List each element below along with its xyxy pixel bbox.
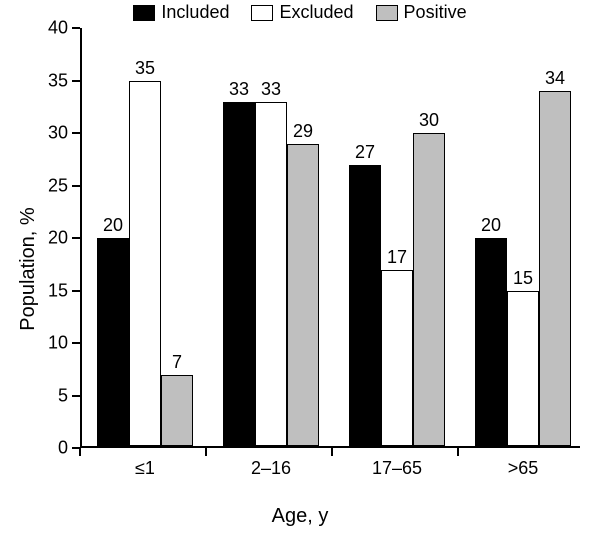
- y-tick: [72, 185, 80, 187]
- y-tick-label: 25: [48, 175, 68, 196]
- y-tick: [72, 27, 80, 29]
- bar: 33: [223, 102, 255, 447]
- bar-value-label: 17: [387, 247, 407, 268]
- bar: 17: [381, 270, 413, 447]
- y-tick-label: 40: [48, 18, 68, 39]
- x-tick-label: >65: [508, 458, 539, 479]
- legend-label: Positive: [404, 2, 467, 23]
- bar-value-label: 27: [355, 142, 375, 163]
- y-axis-label: Population, %: [17, 207, 40, 330]
- bar-value-label: 20: [103, 215, 123, 236]
- y-tick: [72, 395, 80, 397]
- bar-value-label: 20: [481, 215, 501, 236]
- y-tick: [72, 132, 80, 134]
- x-axis-label: Age, y: [0, 505, 600, 528]
- bar-value-label: 33: [229, 79, 249, 100]
- legend-item: Included: [133, 2, 229, 23]
- x-tick: [79, 448, 81, 456]
- y-tick: [72, 80, 80, 82]
- bar-value-label: 35: [135, 58, 155, 79]
- bar: 27: [349, 165, 381, 447]
- x-tick-label: ≤1: [135, 458, 155, 479]
- bar-value-label: 29: [293, 121, 313, 142]
- bar: 29: [287, 144, 319, 447]
- bar: 7: [161, 375, 193, 447]
- bar: 34: [539, 91, 571, 446]
- y-tick: [72, 237, 80, 239]
- bar: 33: [255, 102, 287, 447]
- bar-value-label: 34: [545, 68, 565, 89]
- legend-label: Included: [161, 2, 229, 23]
- y-tick-label: 10: [48, 333, 68, 354]
- bar: 15: [507, 291, 539, 447]
- bar: 20: [97, 238, 129, 446]
- bar-value-label: 15: [513, 268, 533, 289]
- y-tick: [72, 290, 80, 292]
- population-by-age-chart: Population, % Age, y Included Excluded Pos…: [0, 0, 600, 538]
- bar: 30: [413, 133, 445, 446]
- bar: 20: [475, 238, 507, 446]
- y-axis: [80, 28, 82, 448]
- legend-item: Positive: [376, 2, 467, 23]
- bar-value-label: 33: [261, 79, 281, 100]
- x-tick: [457, 448, 459, 456]
- legend-swatch: [376, 5, 398, 21]
- y-tick-label: 5: [58, 385, 68, 406]
- y-tick-label: 20: [48, 228, 68, 249]
- bar-value-label: 30: [419, 110, 439, 131]
- bar: 35: [129, 81, 161, 447]
- x-tick-label: 17–65: [372, 458, 422, 479]
- y-tick-label: 0: [58, 438, 68, 459]
- legend-swatch: [251, 5, 273, 21]
- x-tick-label: 2–16: [251, 458, 291, 479]
- legend: Included Excluded Positive: [0, 2, 600, 23]
- legend-swatch: [133, 5, 155, 21]
- plot-area: 0510152025303540≤1203572–1633332917–6527…: [80, 28, 580, 448]
- y-tick-label: 30: [48, 123, 68, 144]
- legend-label: Excluded: [279, 2, 353, 23]
- y-tick-label: 35: [48, 70, 68, 91]
- legend-item: Excluded: [251, 2, 353, 23]
- x-tick: [331, 448, 333, 456]
- y-tick-label: 15: [48, 280, 68, 301]
- x-tick: [205, 448, 207, 456]
- x-axis: [80, 446, 580, 448]
- bar-value-label: 7: [172, 352, 182, 373]
- y-tick: [72, 342, 80, 344]
